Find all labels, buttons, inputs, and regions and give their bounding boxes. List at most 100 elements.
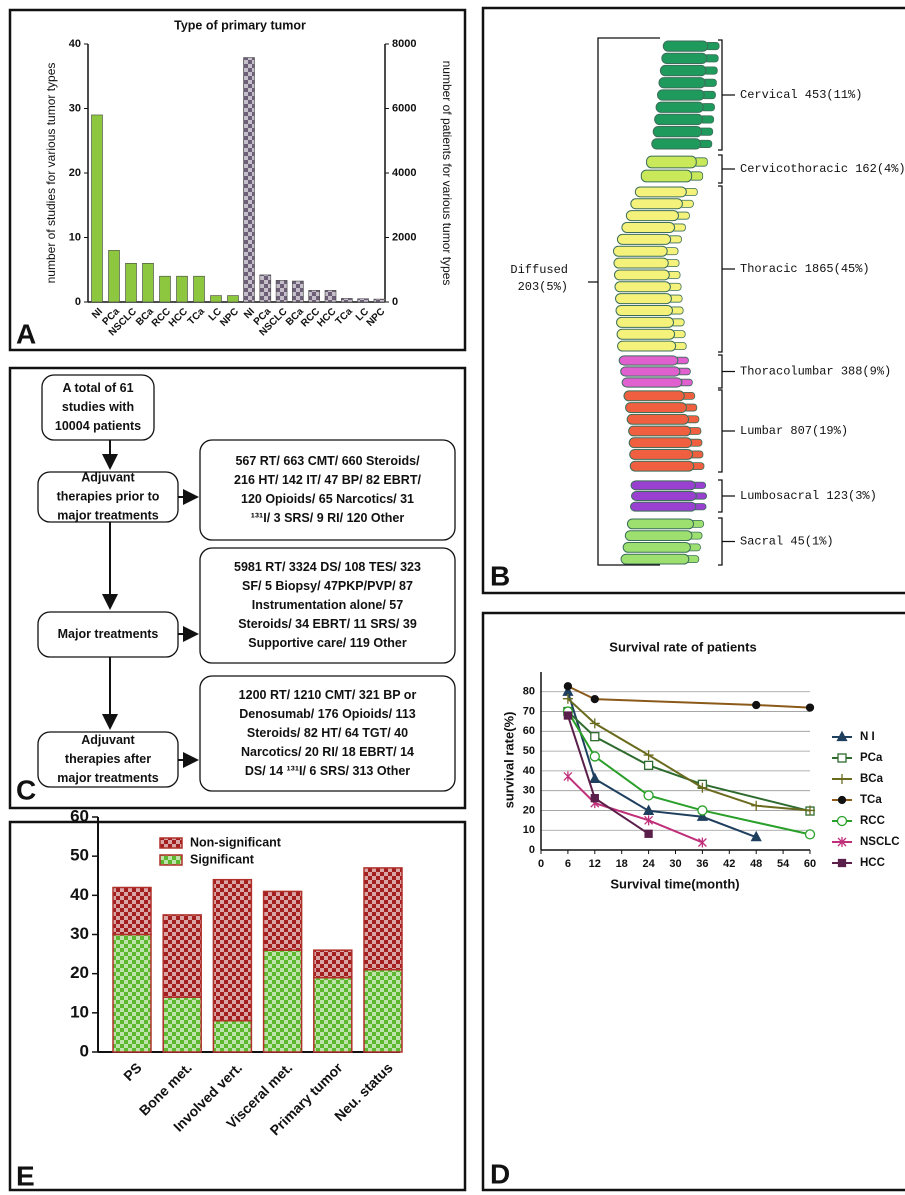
vertebra — [621, 377, 683, 388]
flow-arrows — [102, 440, 199, 768]
legend-marker — [837, 837, 847, 847]
marker — [644, 829, 653, 838]
legend-label: Non-significant — [190, 835, 282, 849]
vertebra — [626, 413, 690, 425]
bar-segment — [363, 969, 403, 1053]
flow-text: Adjuvant — [81, 470, 135, 484]
panel-label: D — [490, 1158, 510, 1189]
y-tick-label: 50 — [523, 745, 535, 757]
vertebra — [654, 113, 703, 126]
y-tick-label: 0 — [529, 844, 535, 856]
bar — [340, 298, 353, 303]
bracket — [718, 185, 735, 353]
y2-tick-label: 8000 — [392, 38, 416, 50]
legend-label: Significant — [190, 852, 255, 866]
bracket — [718, 39, 735, 151]
x-tick-label: 12 — [589, 858, 601, 870]
vertebra — [621, 222, 676, 233]
flow-box — [37, 611, 179, 658]
flow-text: A total of 61 — [62, 381, 133, 395]
flow-text: DS/ 14 ¹³¹I/ 6 SRS/ 313 Other — [245, 764, 410, 778]
panel-c-frame — [8, 366, 467, 810]
diffused-label: 203(5%) — [518, 280, 568, 294]
vertebra — [616, 328, 676, 340]
vertebra — [625, 210, 680, 222]
bar — [125, 262, 137, 303]
marker — [751, 800, 762, 811]
x-tick-label: NPC — [365, 306, 388, 329]
y-tick-label: 10 — [70, 1002, 89, 1021]
y2-tick-label: 2000 — [392, 231, 416, 243]
legend-label: RCC — [860, 815, 885, 827]
vertebra — [626, 518, 695, 530]
flow-box — [37, 471, 179, 523]
x-tick-label: TCa — [186, 306, 207, 327]
vertebra — [629, 449, 694, 460]
bar — [193, 275, 205, 303]
marker — [589, 772, 601, 783]
bar — [159, 275, 171, 303]
x-tick-label: TCa — [334, 306, 355, 327]
vertebra — [612, 245, 668, 257]
marker — [644, 815, 654, 826]
marker — [589, 751, 600, 762]
vertebra — [651, 138, 702, 150]
vertebra — [657, 89, 705, 101]
region-label: Cervical 453(11%) — [740, 88, 862, 102]
vertebra — [655, 101, 704, 113]
flow-box — [41, 374, 155, 441]
x-tick-label: 48 — [750, 858, 762, 870]
marker — [643, 760, 654, 771]
marker — [563, 682, 573, 691]
legend-label: BCa — [860, 773, 884, 785]
marker — [590, 794, 599, 803]
bar-segment — [112, 933, 152, 1053]
legend-label: TCa — [860, 794, 882, 806]
vertebra — [615, 293, 672, 305]
y-axis-label: number of studies for various tumor type… — [44, 63, 58, 284]
marker — [805, 703, 815, 712]
flow-text: 5981 RT/ 3324 DS/ 108 TES/ 323 — [234, 560, 421, 574]
marker — [590, 732, 600, 742]
series-line — [567, 775, 703, 844]
flow-text: studies with — [62, 400, 134, 414]
y-tick-label: 30 — [523, 785, 535, 797]
panel-label: C — [16, 774, 36, 805]
vertebra — [628, 425, 692, 437]
flow-text: major treatments — [57, 771, 158, 785]
x-tick-label: 30 — [669, 858, 681, 870]
flow-text: 567 RT/ 663 CMT/ 660 Steroids/ — [235, 454, 420, 468]
vertebra — [625, 402, 687, 413]
bar — [210, 295, 222, 303]
flow-text: 1200 RT/ 1210 CMT/ 321 BP or — [239, 688, 417, 702]
y-tick-label: 20 — [523, 804, 535, 816]
vertebra — [617, 340, 677, 352]
flow-box — [199, 547, 456, 664]
flow-text: Instrumentation alone/ 57 — [252, 598, 403, 612]
bar — [108, 250, 120, 303]
flow-box — [199, 675, 456, 792]
y-tick-label: 40 — [70, 885, 89, 904]
bar-segment — [212, 1019, 253, 1053]
region-label: Thoracic 1865(45%) — [740, 262, 870, 276]
y2-tick-label: 6000 — [392, 102, 416, 114]
vertebra — [652, 126, 703, 138]
marker — [696, 810, 708, 821]
region-label: Lumbosacral 123(3%) — [740, 489, 877, 503]
y-tick-label: 10 — [69, 231, 81, 243]
x-tick-label: 0 — [538, 858, 544, 870]
region-label: Thoracolumbar 388(9%) — [740, 365, 891, 379]
bar — [308, 290, 321, 303]
legend-label: HCC — [860, 857, 885, 869]
panel-b-frame — [481, 6, 905, 595]
flow-text: Narcotics/ 20 RI/ 18 EBRT/ 14 — [241, 745, 414, 759]
bar-segment — [363, 867, 403, 971]
bar — [142, 262, 154, 303]
bracket — [718, 389, 735, 473]
flow-text: Steroids/ 82 HT/ 64 TGT/ 40 — [247, 726, 408, 740]
marker — [697, 837, 707, 848]
marker — [590, 694, 599, 704]
y-tick-label: 60 — [523, 725, 535, 737]
marker — [563, 711, 573, 720]
